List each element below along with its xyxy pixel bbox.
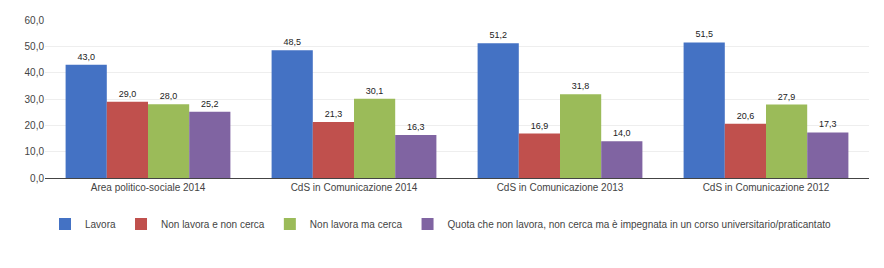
svg-text:27,9: 27,9: [778, 92, 796, 102]
svg-text:20,0: 20,0: [25, 120, 45, 131]
svg-text:16,9: 16,9: [531, 121, 549, 131]
svg-text:28,0: 28,0: [160, 91, 178, 101]
svg-text:51,2: 51,2: [489, 30, 507, 40]
svg-text:40,0: 40,0: [25, 67, 45, 78]
svg-text:29,0: 29,0: [119, 89, 137, 99]
svg-text:Lavora: Lavora: [85, 219, 116, 230]
svg-text:Area politico-sociale 2014: Area politico-sociale 2014: [91, 182, 206, 193]
svg-text:10,0: 10,0: [25, 146, 45, 157]
svg-text:30,1: 30,1: [366, 86, 384, 96]
svg-text:60,0: 60,0: [25, 15, 45, 26]
svg-text:16,3: 16,3: [407, 122, 425, 132]
svg-text:25,2: 25,2: [201, 99, 219, 109]
svg-text:Non lavora ma cerca: Non lavora ma cerca: [310, 219, 403, 230]
svg-text:31,8: 31,8: [572, 81, 590, 91]
svg-text:CdS in Comunicazione 2013: CdS in Comunicazione 2013: [497, 182, 624, 193]
svg-text:30,0: 30,0: [25, 94, 45, 105]
svg-text:48,5: 48,5: [283, 37, 301, 47]
svg-text:CdS in Comunicazione 2014: CdS in Comunicazione 2014: [291, 182, 418, 193]
svg-text:51,5: 51,5: [695, 29, 713, 39]
svg-text:Non lavora e non cerca: Non lavora e non cerca: [161, 219, 265, 230]
svg-text:0,0: 0,0: [30, 173, 44, 184]
svg-text:20,6: 20,6: [737, 111, 755, 121]
svg-text:21,3: 21,3: [325, 109, 343, 119]
svg-text:50,0: 50,0: [25, 41, 45, 52]
svg-text:Quota che non lavora, non cerc: Quota che non lavora, non cerca ma è imp…: [448, 219, 831, 230]
svg-text:43,0: 43,0: [77, 52, 95, 62]
svg-text:17,3: 17,3: [819, 119, 837, 129]
svg-text:14,0: 14,0: [613, 128, 631, 138]
svg-text:CdS in Comunicazione 2012: CdS in Comunicazione 2012: [703, 182, 830, 193]
